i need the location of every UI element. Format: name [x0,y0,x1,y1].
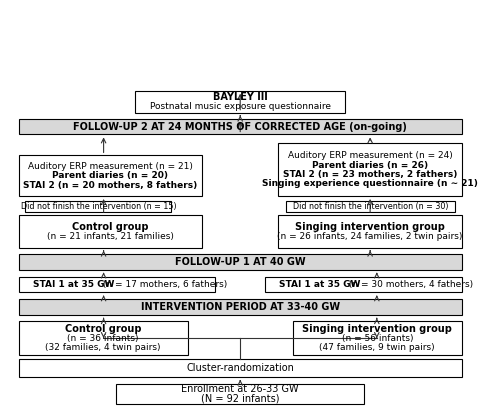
Text: Cluster-randomization: Cluster-randomization [186,363,294,373]
Bar [278,215,462,248]
Text: (n = 26 infants, 24 families, 2 twin pairs): (n = 26 infants, 24 families, 2 twin pai… [278,231,463,240]
Bar [286,201,455,212]
Bar [18,277,216,292]
Text: Did not finish the intervention (n = 15): Did not finish the intervention (n = 15) [20,202,176,211]
Bar [135,91,346,113]
Bar [18,321,188,355]
Text: Auditory ERP measurement (n = 21): Auditory ERP measurement (n = 21) [28,162,192,171]
Bar [18,215,202,248]
Bar [18,359,462,377]
Text: (n = 30 mothers, 4 fathers): (n = 30 mothers, 4 fathers) [346,280,474,289]
Text: (n = 36 infants): (n = 36 infants) [68,334,139,343]
Text: FOLLOW-UP 2 AT 24 MONTHS OF CORRECTED AGE (on-going): FOLLOW-UP 2 AT 24 MONTHS OF CORRECTED AG… [74,122,407,132]
Text: (47 families, 9 twin pairs): (47 families, 9 twin pairs) [320,343,435,352]
Text: (n = 21 infants, 21 families): (n = 21 infants, 21 families) [47,231,174,240]
Text: (N = 92 infants): (N = 92 infants) [201,393,280,404]
Text: STAI 1 at 35 GW: STAI 1 at 35 GW [279,280,360,289]
Text: Control group: Control group [72,222,148,232]
Text: Parent diaries (n = 20): Parent diaries (n = 20) [52,171,168,180]
Text: Singing intervention group: Singing intervention group [295,222,445,232]
Bar [278,143,462,196]
Text: Control group: Control group [65,323,142,334]
Text: Singing experience questionnaire (n ∼ 21): Singing experience questionnaire (n ∼ 21… [262,179,478,188]
Text: Auditory ERP measurement (n = 24): Auditory ERP measurement (n = 24) [288,151,452,160]
Text: Parent diaries (n = 26): Parent diaries (n = 26) [312,161,428,169]
Text: Postnatal music exposure questionnaire: Postnatal music exposure questionnaire [150,102,330,111]
Text: Singing intervention group: Singing intervention group [302,323,452,334]
Bar [265,277,462,292]
Bar [116,384,364,404]
Bar [292,321,462,355]
Text: Enrollment at 26-33 GW: Enrollment at 26-33 GW [182,384,299,394]
Bar [26,201,172,212]
Text: INTERVENTION PERIOD AT 33-40 GW: INTERVENTION PERIOD AT 33-40 GW [140,302,340,312]
Bar [18,254,462,270]
Text: FOLLOW-UP 1 AT 40 GW: FOLLOW-UP 1 AT 40 GW [175,256,306,267]
Text: (n = 17 mothers, 6 fathers): (n = 17 mothers, 6 fathers) [100,280,227,289]
Text: Did not finish the intervention (n = 30): Did not finish the intervention (n = 30) [293,202,448,211]
Bar [18,299,462,315]
Text: STAI 2 (n = 20 mothers, 8 fathers): STAI 2 (n = 20 mothers, 8 fathers) [23,181,198,189]
Text: (n = 56 infants): (n = 56 infants) [342,334,413,343]
Text: STAI 1 at 35 GW: STAI 1 at 35 GW [32,280,114,289]
Text: (32 families, 4 twin pairs): (32 families, 4 twin pairs) [46,343,161,352]
Text: STAI 2 (n = 23 mothers, 2 fathers): STAI 2 (n = 23 mothers, 2 fathers) [283,170,458,179]
Bar [18,155,202,196]
Text: BAYLEY III: BAYLEY III [213,92,268,102]
Bar [18,119,462,134]
